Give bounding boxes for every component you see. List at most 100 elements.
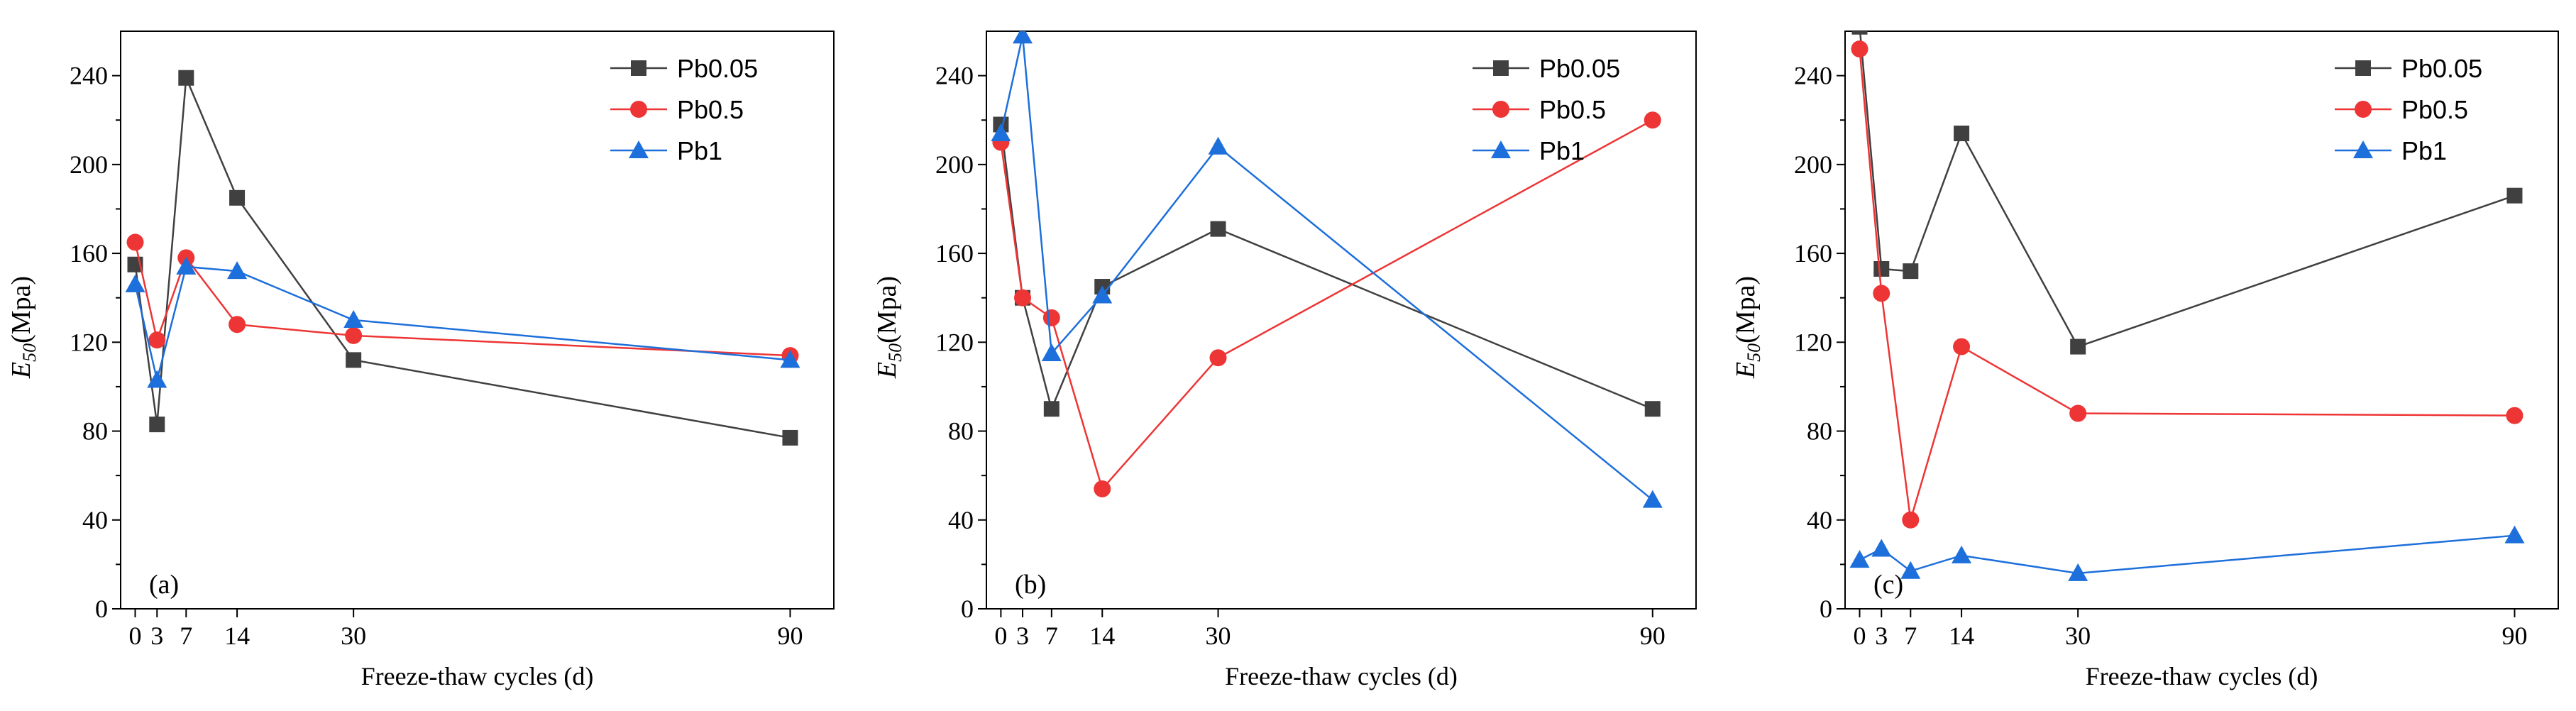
data-point-Pb0.5 bbox=[1094, 480, 1111, 497]
data-point-Pb0.5 bbox=[1851, 40, 1868, 58]
legend-label: Pb1 bbox=[677, 136, 722, 165]
y-axis-label: E50(Mpa) bbox=[1731, 276, 1764, 379]
data-point-Pb1 bbox=[1642, 490, 1663, 508]
data-point-Pb0.05 bbox=[2070, 338, 2086, 355]
legend-label: Pb0.5 bbox=[677, 95, 744, 124]
x-tick-label: 0 bbox=[129, 622, 142, 650]
legend-marker-Pb0.05 bbox=[2355, 60, 2371, 76]
legend-label: Pb0.05 bbox=[677, 54, 758, 83]
x-tick-label: 3 bbox=[150, 622, 163, 650]
panel-label: (c) bbox=[1873, 570, 1903, 600]
y-tick-label: 200 bbox=[935, 150, 974, 179]
y-tick-label: 120 bbox=[70, 328, 108, 356]
data-point-Pb0.5 bbox=[2069, 404, 2087, 422]
data-point-Pb0.5 bbox=[2506, 407, 2523, 424]
x-tick-label: 90 bbox=[777, 622, 803, 650]
y-tick-label: 160 bbox=[70, 239, 108, 268]
data-point-Pb0.05 bbox=[1851, 31, 1868, 35]
data-point-Pb0.05 bbox=[178, 70, 194, 86]
data-point-Pb0.05 bbox=[782, 429, 798, 446]
y-tick-label: 240 bbox=[935, 62, 974, 90]
data-point-Pb0.05 bbox=[1903, 263, 1919, 280]
data-point-Pb1 bbox=[2504, 525, 2525, 544]
data-point-Pb0.05 bbox=[346, 352, 362, 368]
x-tick-label: 3 bbox=[1016, 622, 1029, 650]
data-point-Pb0.5 bbox=[1644, 111, 1661, 129]
data-point-Pb0.05 bbox=[1873, 260, 1890, 277]
data-point-Pb1 bbox=[2068, 563, 2088, 581]
data-point-Pb0.05 bbox=[1210, 221, 1226, 237]
x-tick-label: 14 bbox=[224, 622, 250, 650]
data-point-Pb1 bbox=[227, 261, 248, 280]
legend-label: Pb0.05 bbox=[1539, 54, 1620, 83]
series-line-Pb0.05 bbox=[134, 77, 791, 439]
series-group bbox=[125, 70, 800, 446]
y-tick-label: 40 bbox=[1807, 506, 1832, 534]
x-tick-label: 0 bbox=[1854, 622, 1866, 650]
y-axis-label-unit: (Mpa) bbox=[872, 276, 902, 343]
data-point-Pb0.05 bbox=[1043, 401, 1059, 417]
y-tick-label: 160 bbox=[1794, 239, 1832, 268]
legend-label: Pb1 bbox=[2401, 136, 2447, 165]
series-group bbox=[1849, 31, 2525, 581]
y-tick-label: 0 bbox=[95, 595, 108, 623]
series-line-Pb1 bbox=[1000, 35, 1653, 501]
data-point-Pb0.5 bbox=[148, 331, 166, 349]
y-axis-label-subscript: 50 bbox=[885, 343, 906, 362]
legend-marker-Pb0.05 bbox=[1493, 60, 1509, 76]
data-point-Pb0.5 bbox=[1902, 511, 1920, 529]
y-tick-label: 240 bbox=[70, 62, 108, 90]
data-point-Pb0.05 bbox=[229, 189, 246, 206]
data-point-Pb1 bbox=[125, 274, 145, 292]
y-tick-label: 240 bbox=[1794, 62, 1832, 90]
y-axis-label-unit: (Mpa) bbox=[6, 276, 36, 343]
panel-label: (b) bbox=[1015, 570, 1046, 600]
y-tick-label: 80 bbox=[1807, 417, 1832, 446]
y-tick-label: 200 bbox=[1794, 150, 1832, 179]
series-line-Pb0.5 bbox=[1000, 119, 1653, 491]
data-point-Pb1 bbox=[147, 370, 167, 388]
data-point-Pb1 bbox=[1092, 285, 1113, 304]
plot-frame bbox=[1844, 31, 2559, 610]
data-point-Pb1 bbox=[343, 310, 364, 328]
data-point-Pb0.5 bbox=[1014, 289, 1032, 307]
x-axis-label: Freeze-thaw cycles (d) bbox=[361, 662, 594, 690]
data-point-Pb0.5 bbox=[345, 326, 363, 344]
y-tick-label: 80 bbox=[948, 417, 974, 446]
y-axis-label-subscript: 50 bbox=[1744, 343, 1764, 362]
data-point-Pb0.05 bbox=[149, 417, 165, 433]
series-line-Pb0.05 bbox=[1859, 31, 2515, 348]
data-point-Pb1 bbox=[1952, 545, 1972, 563]
series-group bbox=[991, 31, 1663, 508]
data-point-Pb1 bbox=[1900, 561, 1921, 579]
data-point-Pb0.05 bbox=[2506, 187, 2523, 204]
legend-marker-Pb0.5 bbox=[1492, 101, 1509, 118]
y-tick-label: 40 bbox=[82, 506, 108, 534]
data-point-Pb0.5 bbox=[1873, 285, 1890, 302]
y-axis-label-main: E bbox=[1731, 362, 1761, 379]
x-tick-label: 30 bbox=[341, 622, 366, 650]
series-line-Pb1 bbox=[134, 265, 791, 380]
x-tick-label: 30 bbox=[1206, 622, 1231, 650]
legend-label: Pb0.5 bbox=[2401, 95, 2468, 124]
panel-label: (a) bbox=[149, 570, 179, 600]
data-point-Pb0.5 bbox=[1209, 349, 1227, 367]
x-tick-label: 0 bbox=[994, 622, 1007, 650]
plot-frame bbox=[986, 31, 1697, 610]
y-axis-label: E50(Mpa) bbox=[872, 276, 906, 379]
y-tick-label: 120 bbox=[1794, 328, 1832, 356]
x-tick-label: 14 bbox=[1089, 622, 1115, 650]
legend-label: Pb0.5 bbox=[1539, 95, 1606, 124]
y-axis-label-main: E bbox=[6, 362, 36, 379]
y-axis-label-subscript: 50 bbox=[19, 343, 40, 362]
data-point-Pb0.05 bbox=[1644, 401, 1661, 417]
legend-marker-Pb1 bbox=[629, 140, 649, 158]
y-tick-label: 120 bbox=[935, 328, 974, 356]
x-tick-label: 7 bbox=[1904, 622, 1917, 650]
x-tick-label: 14 bbox=[1949, 622, 1974, 650]
legend-marker-Pb1 bbox=[2353, 140, 2373, 158]
